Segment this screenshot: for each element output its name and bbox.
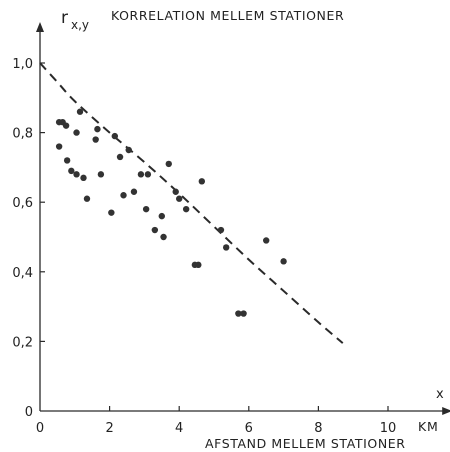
data-point (76, 108, 84, 115)
data-point (92, 136, 99, 143)
data-point (111, 132, 119, 140)
x-tick-label: 10 (380, 421, 397, 436)
data-point (158, 212, 165, 220)
x-tick-label: 8 (314, 421, 322, 436)
y-axis-label-main: r (61, 8, 68, 28)
data-point (151, 226, 159, 234)
data-point (176, 195, 183, 202)
x-tick-label: 2 (105, 421, 113, 436)
y-tick-label: 0,4 (12, 266, 33, 281)
data-point (97, 171, 105, 178)
x-tick-label: 0 (36, 421, 44, 436)
data-point (73, 129, 80, 136)
data-point (94, 125, 101, 133)
data-point (62, 122, 70, 129)
y-tick-label: 0,6 (12, 196, 33, 211)
x-tick-label: 4 (175, 421, 183, 436)
data-point (142, 205, 150, 213)
data-point (108, 209, 115, 216)
data-point (144, 171, 152, 178)
data-point (116, 153, 124, 161)
data-point (83, 195, 91, 202)
data-point (263, 237, 270, 244)
trend-curve (39, 62, 344, 344)
data-point (222, 244, 230, 251)
data-point (125, 146, 132, 154)
data-point (195, 261, 202, 269)
data-point (217, 226, 225, 234)
data-point (68, 167, 75, 175)
chart-title: KORRELATION MELLEM STATIONER (111, 8, 344, 23)
x-tick-label: 6 (245, 421, 253, 436)
x-axis-label: AFSTAND MELLEM STATIONER (205, 436, 406, 451)
y-tick-label: 1,0 (12, 57, 33, 72)
data-point (120, 192, 127, 199)
axes: 0 2 4 6 8 10 0 0,2 0,4 0,6 0,8 1,0 (12, 22, 450, 436)
y-axis-arrow (36, 22, 44, 32)
x-axis-unit: KM (418, 419, 439, 434)
data-point (165, 160, 172, 168)
data-point (172, 188, 179, 195)
data-point (240, 310, 247, 317)
data-point (80, 174, 87, 182)
data-point (130, 188, 138, 195)
data-point (137, 171, 145, 178)
trend-curve-group (39, 62, 344, 344)
y-tick-label: 0,2 (12, 335, 33, 350)
data-point (182, 205, 190, 213)
data-point (235, 310, 242, 317)
y-axis-label-sub: x,y (71, 18, 89, 32)
data-point (73, 171, 80, 178)
data-points (55, 108, 287, 317)
x-axis-symbol: x (436, 387, 444, 402)
y-tick-label: 0,8 (12, 127, 33, 142)
data-point (198, 178, 206, 185)
data-point (63, 157, 71, 164)
x-axis-arrow (442, 407, 450, 415)
data-point (280, 258, 287, 265)
y-tick-label: 0 (25, 405, 33, 420)
data-point (55, 143, 63, 150)
data-point (160, 233, 167, 241)
